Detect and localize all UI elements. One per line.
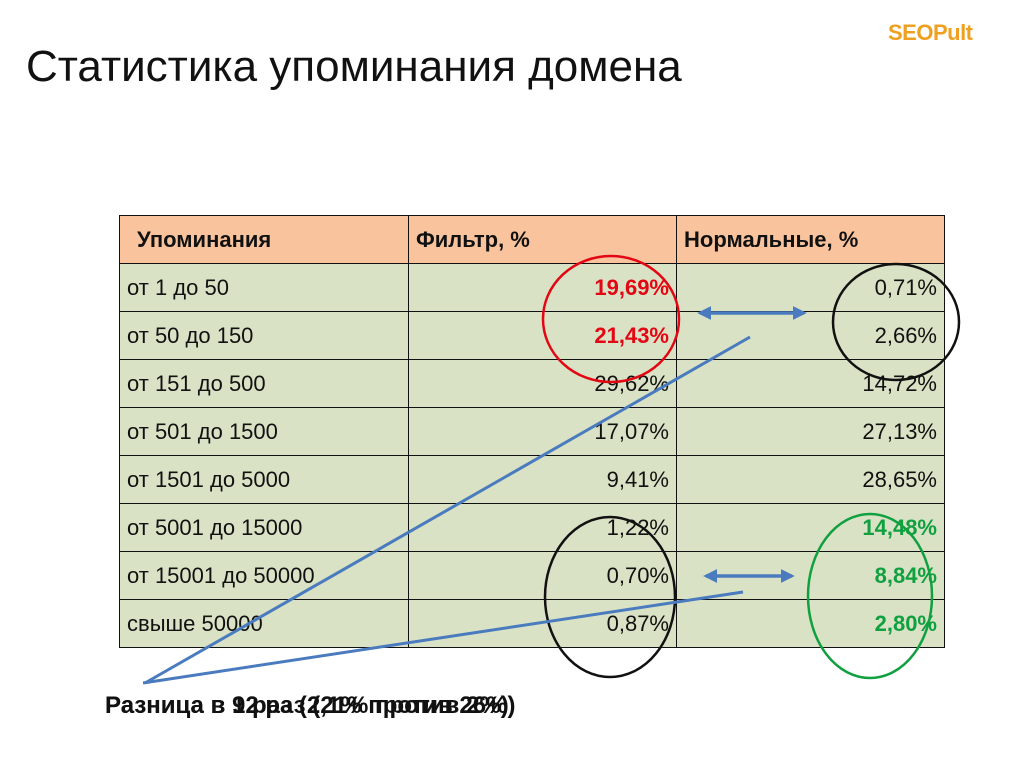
- table-row: от 15001 до 50000 0,70% 8,84%: [119, 551, 945, 600]
- black-circle-top: [831, 262, 961, 382]
- filter-cell: 19,69%: [408, 263, 677, 312]
- header-filter: Фильтр, %: [408, 215, 677, 264]
- caption-difference-1: Разница в 12 раз (21% против 2%): [105, 692, 509, 719]
- table-row: от 5001 до 15000 1,22% 14,48%: [119, 503, 945, 552]
- table-row: от 1 до 50 19,69% 0,71%: [119, 263, 945, 312]
- range-cell: от 151 до 500: [119, 359, 409, 408]
- normal-cell: 28,65%: [676, 455, 945, 504]
- normal-cell: 14,48%: [676, 503, 945, 552]
- caption-difference-2: Разница в 9 раз (2,1% против 26%): [105, 692, 516, 719]
- table-header-row: Упоминания Фильтр, % Нормальные, %: [119, 215, 945, 264]
- table-row: от 501 до 1500 17,07% 27,13%: [119, 407, 945, 456]
- red-circle: [541, 254, 681, 384]
- pointer-line-top: [144, 335, 751, 685]
- green-circle: [806, 512, 934, 680]
- normal-cell: 0,71%: [676, 263, 945, 312]
- table-row: от 1501 до 5000 9,41% 28,65%: [119, 455, 945, 504]
- header-mentions: Упоминания: [119, 215, 409, 264]
- range-cell: от 1501 до 5000: [119, 455, 409, 504]
- table-row: свыше 50000 0,87% 2,80%: [119, 599, 945, 648]
- filter-cell: 9,41%: [408, 455, 677, 504]
- normal-cell: 27,13%: [676, 407, 945, 456]
- filter-cell: 1,22%: [408, 503, 677, 552]
- mentions-table: Упоминания Фильтр, % Нормальные, % от 1 …: [119, 215, 945, 648]
- range-cell: свыше 50000: [119, 599, 409, 648]
- range-cell: от 50 до 150: [119, 311, 409, 360]
- black-circle-bottom: [543, 515, 677, 679]
- filter-cell: 0,70%: [408, 551, 677, 600]
- normal-cell: 8,84%: [676, 551, 945, 600]
- pointer-line-bottom: [142, 590, 744, 685]
- seopult-logo: SEOPult: [888, 20, 973, 45]
- filter-cell: 17,07%: [408, 407, 677, 456]
- slide-title: Статистика упоминания домена: [26, 42, 682, 91]
